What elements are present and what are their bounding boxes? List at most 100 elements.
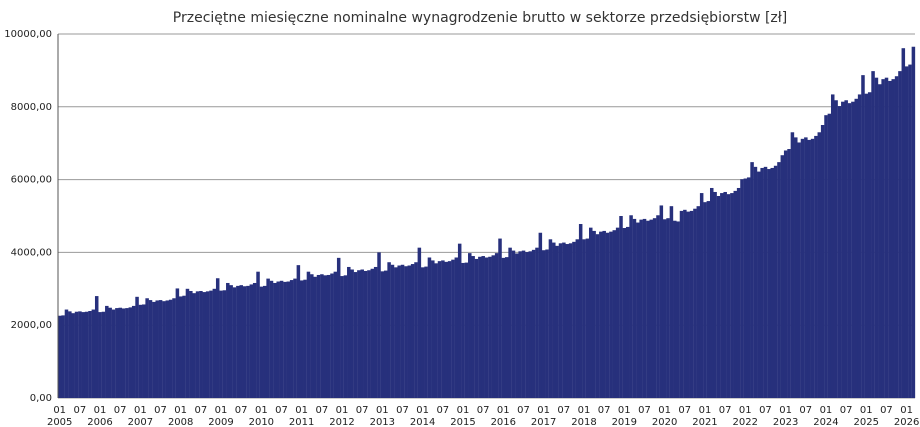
bar <box>219 290 223 398</box>
bar <box>377 252 381 398</box>
bar <box>881 79 885 399</box>
bar <box>800 138 805 398</box>
bar <box>447 261 452 398</box>
bar <box>229 285 233 398</box>
bar <box>622 228 627 398</box>
bar <box>431 260 435 398</box>
bar <box>91 309 96 398</box>
year-label: 2026 <box>894 417 919 427</box>
bar <box>168 299 173 398</box>
x-tick-label: 07 <box>356 405 369 416</box>
bar <box>773 165 778 398</box>
bar <box>494 253 499 398</box>
bar <box>908 64 912 399</box>
bar <box>699 193 704 398</box>
bar <box>780 155 785 398</box>
bar <box>666 218 670 398</box>
year-label: 2005 <box>47 417 72 427</box>
bar <box>394 267 398 398</box>
bar <box>289 280 294 398</box>
bar <box>273 282 277 398</box>
bar <box>84 311 89 398</box>
bar <box>851 101 855 398</box>
bar <box>568 243 573 398</box>
bar <box>390 264 395 398</box>
bar <box>249 284 254 398</box>
bar <box>105 305 109 398</box>
y-tick-label: 2000,00 <box>11 320 52 331</box>
bar <box>864 93 869 399</box>
bar <box>639 219 643 398</box>
bar <box>541 250 546 398</box>
bar <box>138 304 143 398</box>
x-tick-label: 07 <box>275 405 288 416</box>
bar <box>562 242 566 398</box>
bar <box>101 311 106 398</box>
year-label: 2013 <box>370 417 395 427</box>
bar <box>713 191 717 398</box>
bar <box>343 275 348 398</box>
bar <box>767 169 771 398</box>
bar <box>185 288 190 398</box>
bar <box>545 249 549 398</box>
bar <box>531 249 536 398</box>
bar <box>498 238 502 398</box>
bar <box>414 262 418 398</box>
y-tick-label: 4000,00 <box>11 247 52 258</box>
x-tick-label: 01 <box>255 405 268 416</box>
bar <box>175 288 180 398</box>
x-tick-label: 07 <box>799 405 812 416</box>
x-tick-label: 07 <box>396 405 409 416</box>
bar <box>686 211 690 398</box>
bar <box>847 103 852 398</box>
bar <box>824 115 828 398</box>
x-tick-label: 01 <box>134 405 147 416</box>
bar <box>195 291 200 398</box>
bar <box>357 270 361 398</box>
bar <box>662 219 667 398</box>
bar <box>602 230 606 398</box>
bar <box>178 296 183 398</box>
bar <box>323 275 328 398</box>
x-tick-label: 07 <box>436 405 449 416</box>
bar <box>158 300 163 398</box>
bar <box>293 278 297 398</box>
bar <box>263 285 267 398</box>
bar <box>121 308 126 398</box>
bar <box>736 187 741 398</box>
bar <box>283 281 287 398</box>
year-label: 2018 <box>571 417 596 427</box>
year-label: 2014 <box>410 417 435 427</box>
bar <box>478 256 482 398</box>
bar <box>783 150 788 398</box>
bar <box>901 48 906 399</box>
bar <box>370 268 375 398</box>
bar <box>205 291 210 398</box>
bar <box>172 298 176 398</box>
year-label: 2019 <box>612 417 637 427</box>
bar <box>488 256 492 398</box>
year-label: 2007 <box>128 417 153 427</box>
x-tick-label: 07 <box>678 405 691 416</box>
bar <box>269 280 274 398</box>
bar <box>683 209 687 398</box>
bar <box>125 308 129 398</box>
bar <box>380 271 385 398</box>
year-label: 2021 <box>692 417 717 427</box>
x-tick-label: 01 <box>618 405 631 416</box>
bar <box>461 262 465 398</box>
bar <box>336 257 341 398</box>
bar <box>518 251 522 398</box>
x-tick-label: 07 <box>315 405 328 416</box>
bar <box>746 177 751 398</box>
x-tick-label: 07 <box>759 405 772 416</box>
year-label: 2012 <box>329 417 354 427</box>
bar <box>632 218 637 398</box>
bar <box>515 253 519 398</box>
bar <box>790 132 795 398</box>
bar <box>599 231 603 398</box>
bar <box>504 257 509 398</box>
bar <box>209 290 213 398</box>
bar <box>595 234 600 398</box>
x-tick-label: 01 <box>336 405 349 416</box>
